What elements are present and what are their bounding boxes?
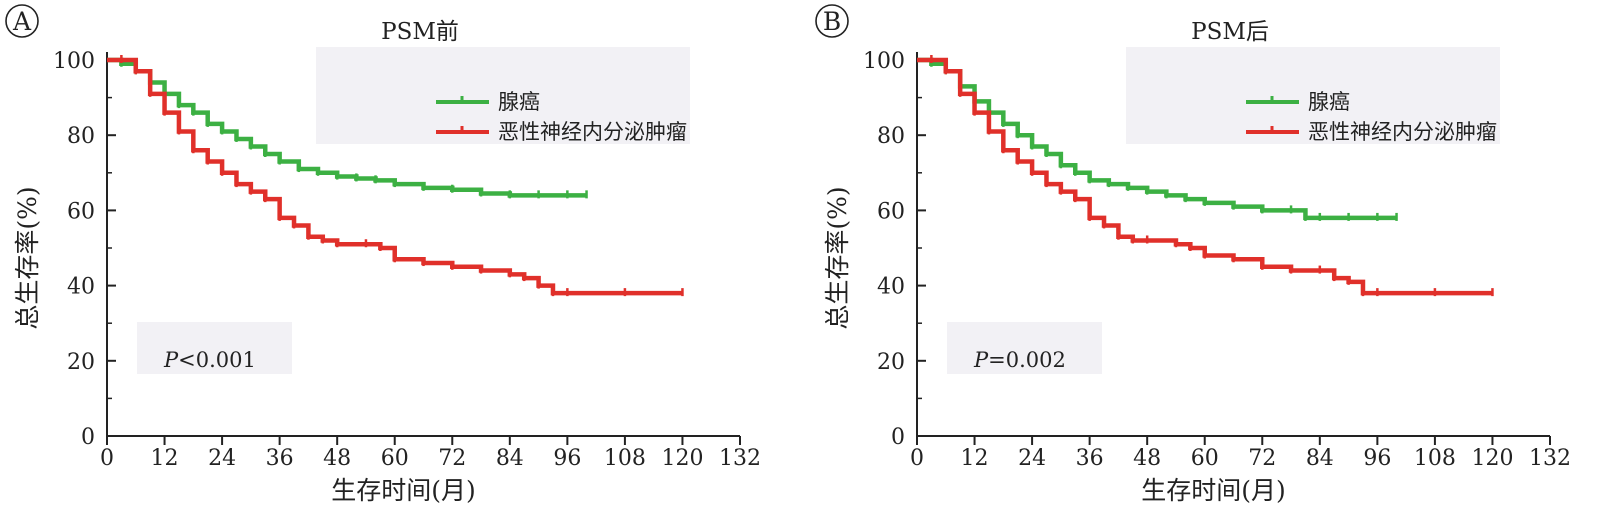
y-tick-label: 20: [67, 350, 95, 375]
y-tick-label: 60: [877, 199, 905, 224]
x-tick-label: 120: [1471, 446, 1513, 471]
x-tick-label: 120: [661, 446, 703, 471]
x-tick-label: 60: [1191, 446, 1219, 471]
x-tick-label: 24: [1018, 446, 1046, 471]
panel-a: A PSM前 P<0.001 0 20 40 60 80 100 0 12 24 36 48 60 72 84 9…: [0, 0, 800, 515]
pvalue-annotation: P=0.002: [973, 348, 1066, 372]
series-line-1: [917, 57, 1493, 296]
x-tick-label: 108: [1414, 446, 1456, 471]
y-tick-label: 80: [67, 124, 95, 149]
chart-title: PSM前: [381, 19, 459, 45]
y-tick-label: 80: [877, 124, 905, 149]
panel-letter: A: [12, 7, 32, 36]
pvalue-symbol: P: [163, 348, 179, 372]
x-tick-label: 48: [1133, 446, 1161, 471]
panel-letter-circle: [815, 4, 849, 38]
legend-label-1: 恶性神经内分泌肿瘤: [1308, 120, 1497, 144]
km-chart-b: B PSM后 P=0.002 0 20 40 60 80 100 0 12 24 36 48 60 72 84 9…: [815, 4, 1571, 505]
y-tick-label: 40: [67, 275, 95, 300]
legend-box: [316, 47, 690, 144]
x-tick-label: 36: [266, 446, 294, 471]
panel-b: B PSM后 P=0.002 0 20 40 60 80 100 0 12 24 36 48 60 72 84 9…: [810, 0, 1600, 515]
y-axis-title: 总生存率(%): [823, 186, 852, 329]
y-axis-title: 总生存率(%): [13, 186, 42, 329]
pvalue-value: <0.001: [178, 348, 256, 372]
x-tick-label: 84: [1306, 446, 1334, 471]
y-tick-label: 20: [877, 350, 905, 375]
x-axis-title: 生存时间(月): [1141, 476, 1286, 505]
x-tick-label: 24: [208, 446, 236, 471]
x-tick-label: 0: [100, 446, 114, 471]
panel-letter-circle: [5, 4, 39, 38]
x-tick-label: 12: [961, 446, 989, 471]
km-chart-a: A PSM前 P<0.001 0 20 40 60 80 100 0 12 24 36 48 60 72 84 9…: [5, 4, 761, 505]
y-tick-label: 40: [877, 275, 905, 300]
x-tick-label: 96: [1363, 446, 1391, 471]
pvalue-value: =0.002: [988, 348, 1066, 372]
y-tick-label: 0: [81, 425, 95, 450]
x-tick-label: 72: [438, 446, 466, 471]
y-tick-label: 100: [863, 49, 905, 74]
x-tick-label: 132: [1529, 446, 1571, 471]
y-tick-label: 60: [67, 199, 95, 224]
pvalue-box: [947, 322, 1102, 374]
legend-label-0: 腺癌: [498, 90, 540, 114]
y-tick-label: 100: [53, 49, 95, 74]
chart-title: PSM后: [1191, 19, 1269, 45]
legend-label-0: 腺癌: [1308, 90, 1350, 114]
x-tick-label: 60: [381, 446, 409, 471]
x-axis-title: 生存时间(月): [331, 476, 476, 505]
x-tick-label: 108: [604, 446, 646, 471]
x-tick-label: 48: [323, 446, 351, 471]
pvalue-box: [137, 322, 292, 374]
panel-letter: B: [823, 7, 841, 36]
x-tick-label: 72: [1248, 446, 1276, 471]
pvalue-symbol: P: [973, 348, 989, 372]
x-tick-label: 0: [910, 446, 924, 471]
x-tick-label: 12: [151, 446, 179, 471]
legend-box: [1126, 47, 1500, 144]
legend-label-1: 恶性神经内分泌肿瘤: [498, 120, 687, 144]
pvalue-annotation: P<0.001: [163, 348, 256, 372]
x-tick-label: 36: [1076, 446, 1104, 471]
x-tick-label: 96: [553, 446, 581, 471]
y-tick-label: 0: [891, 425, 905, 450]
x-tick-label: 132: [719, 446, 761, 471]
x-tick-label: 84: [496, 446, 524, 471]
